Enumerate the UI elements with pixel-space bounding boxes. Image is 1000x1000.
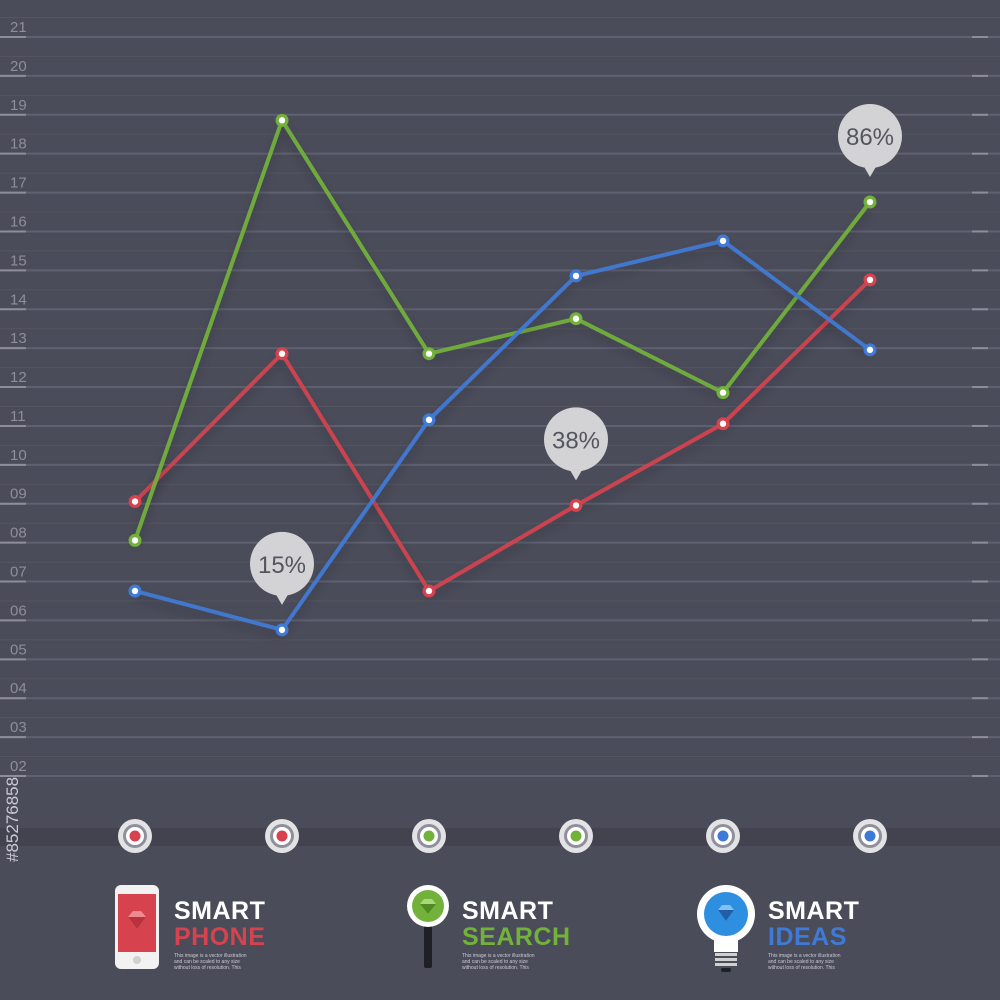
x-marker-dot-green xyxy=(570,830,582,842)
y-tick-label: 05 xyxy=(10,641,27,658)
y-tick-label: 20 xyxy=(10,58,27,75)
data-point-center xyxy=(278,350,286,357)
annotation-label: 38% xyxy=(552,427,600,454)
data-point-center xyxy=(572,502,580,509)
data-point-center xyxy=(278,626,286,634)
bubble-circle xyxy=(250,531,314,596)
data-point-center xyxy=(866,346,874,354)
data-point-center xyxy=(131,587,139,595)
data-point-center xyxy=(866,276,874,284)
legend-description: This image is a vector illustration and … xyxy=(768,953,841,971)
y-tick-label: 06 xyxy=(10,602,27,619)
series-points xyxy=(128,113,877,637)
series-line-red xyxy=(133,278,872,593)
bubble-pointer xyxy=(275,592,289,605)
series-lines xyxy=(133,118,872,632)
y-tick-label: 18 xyxy=(10,136,27,153)
y-axis-ticks: 02 03 04 05 06 07 08 09 10 11 12 13 14 15 16 17 18 19 20 21 xyxy=(10,19,27,775)
data-point-center xyxy=(131,537,139,544)
bubble-pointer xyxy=(863,165,877,178)
y-tick-label: 04 xyxy=(10,680,27,697)
annotation-bubble: 38% xyxy=(544,407,608,481)
bubble-circle xyxy=(838,104,902,169)
data-point-center xyxy=(425,587,433,595)
legend-subtitle: IDEAS xyxy=(768,923,847,951)
legend-subtitle: SEARCH xyxy=(462,923,571,951)
y-tick-label: 02 xyxy=(10,758,27,775)
data-point-center xyxy=(425,416,433,424)
y-tick-label: 12 xyxy=(10,369,27,386)
line-chart: 02 03 04 05 06 07 08 09 10 11 12 13 14 15 16 17 18 19 20 21… xyxy=(0,17,1000,853)
series-line-green xyxy=(133,118,872,542)
stock-id: #85276858 xyxy=(3,776,22,862)
x-axis-band xyxy=(0,828,1000,846)
light-bulb-icon xyxy=(697,885,755,972)
y-tick-label: 19 xyxy=(10,97,27,114)
x-marker-dot-green xyxy=(423,830,435,842)
x-marker-dot-blue xyxy=(717,830,729,842)
magnifier-icon xyxy=(407,885,449,968)
x-marker-dot-blue xyxy=(864,830,876,842)
data-point-center xyxy=(719,237,727,245)
annotation-bubble: 15% xyxy=(250,531,314,605)
data-point-center xyxy=(572,272,580,280)
legend-title: SMART xyxy=(768,897,860,925)
data-point-center xyxy=(719,389,727,396)
data-point-center xyxy=(131,498,139,505)
annotation-label: 15% xyxy=(258,552,306,579)
x-axis-markers xyxy=(118,819,887,853)
y-tick-label: 21 xyxy=(10,19,27,36)
y-tick-label: 07 xyxy=(10,564,27,581)
annotations: 15% 38% 86% xyxy=(250,104,902,605)
annotation-label: 86% xyxy=(846,124,894,151)
y-tick-label: 16 xyxy=(10,213,27,230)
y-tick-label: 09 xyxy=(10,486,27,503)
legend-subtitle: PHONE xyxy=(174,923,266,951)
y-tick-label: 14 xyxy=(10,291,27,308)
y-tick-label: 17 xyxy=(10,175,27,192)
legend-title: SMART xyxy=(462,897,554,925)
y-tick-label: 13 xyxy=(10,330,27,347)
y-tick-label: 10 xyxy=(10,447,27,464)
series-line-blue xyxy=(134,238,872,632)
legend-description: This image is a vector illustration and … xyxy=(174,953,247,971)
annotation-bubble: 86% xyxy=(838,104,902,178)
y-tick-label: 03 xyxy=(10,719,27,736)
x-marker-dot-red xyxy=(276,830,288,842)
data-point-center xyxy=(572,315,580,322)
legend-title: SMART xyxy=(174,897,266,925)
x-marker-dot-red xyxy=(129,830,141,842)
legend-description: This image is a vector illustration and … xyxy=(462,953,535,971)
grid-lines xyxy=(0,17,1000,777)
data-point-center xyxy=(425,350,433,357)
smartphone-icon xyxy=(115,885,159,969)
bubble-pointer xyxy=(569,468,583,481)
bubble-circle xyxy=(544,407,608,472)
data-point-center xyxy=(719,420,727,427)
y-tick-label: 15 xyxy=(10,252,27,269)
y-tick-label: 11 xyxy=(10,408,26,425)
data-point-center xyxy=(278,117,286,124)
y-tick-label: 08 xyxy=(10,525,27,542)
data-point-center xyxy=(866,198,874,206)
